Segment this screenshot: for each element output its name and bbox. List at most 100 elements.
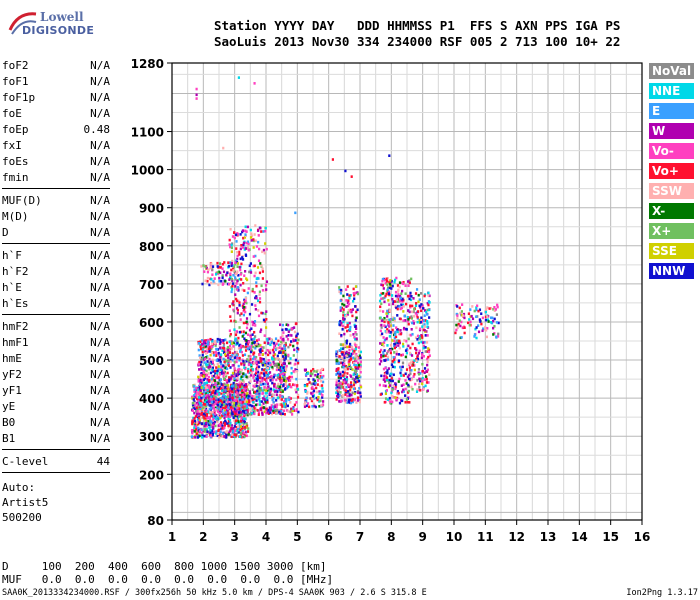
echo-point <box>254 324 257 327</box>
echo-point <box>209 397 212 401</box>
echo-point <box>233 377 236 380</box>
echo-point <box>245 341 248 344</box>
echo-point <box>229 281 232 285</box>
echo-point <box>263 251 266 255</box>
echo-point <box>281 323 284 327</box>
echo-point <box>418 377 421 381</box>
echo-point <box>199 345 202 348</box>
echo-point <box>351 368 354 371</box>
echo-point <box>219 360 222 364</box>
echo-point <box>424 334 427 337</box>
echo-point <box>347 351 351 355</box>
echo-point <box>423 293 427 296</box>
echo-point <box>423 325 426 328</box>
echo-point <box>265 371 268 374</box>
param-value: N/A <box>90 281 110 294</box>
echo-point <box>197 434 200 437</box>
echo-point <box>262 368 265 372</box>
echo-point <box>410 317 413 320</box>
echo-point <box>275 386 278 390</box>
param-name: D <box>2 226 9 239</box>
echo-point <box>213 385 216 389</box>
echo-point <box>286 409 289 412</box>
echo-point <box>206 363 209 367</box>
echo-point <box>417 300 420 304</box>
echo-point <box>484 315 488 319</box>
echo-point <box>243 435 246 439</box>
echo-point <box>265 396 268 400</box>
echo-point <box>220 279 223 283</box>
echo-point <box>341 361 345 365</box>
echo-point <box>340 385 343 389</box>
echo-point <box>246 240 250 244</box>
echo-point <box>393 358 396 361</box>
echo-point <box>225 391 228 394</box>
echo-point <box>393 342 397 346</box>
echo-point <box>281 374 285 377</box>
echo-point <box>416 334 420 338</box>
echo-point <box>258 300 262 304</box>
echo-point <box>335 379 338 382</box>
echo-point <box>250 303 254 306</box>
echo-point <box>242 243 245 247</box>
echo-point <box>415 351 418 355</box>
echo-point <box>243 248 246 251</box>
echo-point <box>213 408 216 412</box>
echo-point <box>354 343 357 347</box>
echo-point <box>408 373 411 377</box>
echo-point <box>241 384 244 388</box>
echo-point <box>226 422 229 425</box>
echo-point <box>350 346 354 349</box>
echo-point <box>207 385 210 388</box>
echo-point <box>227 387 230 391</box>
echo-point <box>262 346 265 349</box>
echo-point <box>338 286 341 289</box>
echo-point <box>281 355 285 358</box>
echo-point <box>261 353 265 356</box>
echo-point <box>346 394 349 398</box>
echo-point <box>203 430 206 433</box>
echo-point <box>292 370 295 373</box>
echo-point <box>232 341 235 345</box>
echo-point <box>279 412 282 416</box>
echo-point <box>219 434 223 437</box>
param-name: h`Es <box>2 297 29 310</box>
echo-point <box>236 340 239 343</box>
echo-point <box>235 282 238 285</box>
echo-point <box>281 405 284 408</box>
echo-point <box>223 416 226 420</box>
echo-point <box>257 338 260 341</box>
echo-point <box>295 335 298 339</box>
legend-item-voplus: Vo+ <box>649 163 694 179</box>
echo-point <box>219 387 223 390</box>
echo-point <box>256 229 260 232</box>
echo-point <box>393 351 396 354</box>
echo-point <box>315 396 318 400</box>
echo-point <box>229 245 232 249</box>
echo-point <box>241 397 244 401</box>
echo-point <box>378 383 382 387</box>
echo-point <box>249 269 252 273</box>
echo-point <box>291 413 294 416</box>
echo-point <box>423 371 426 374</box>
echo-point <box>236 377 239 380</box>
echo-point <box>339 371 342 375</box>
param-value: 44 <box>96 455 110 468</box>
echo-point <box>389 374 392 377</box>
echo-point <box>219 346 222 350</box>
param-row-he: h`E N/A <box>2 280 110 296</box>
echo-point <box>239 247 242 251</box>
echo-point <box>280 384 283 388</box>
echo-point <box>404 387 407 391</box>
echo-point <box>383 359 387 362</box>
echo-point <box>202 386 205 390</box>
echo-point <box>243 353 247 357</box>
echo-point <box>223 426 226 430</box>
echo-point <box>400 306 404 310</box>
echo-point <box>279 367 282 371</box>
echo-point <box>229 377 232 380</box>
echo-point <box>225 273 228 277</box>
echo-point <box>209 337 212 341</box>
echo-point <box>356 396 360 400</box>
echo-point <box>344 169 347 173</box>
